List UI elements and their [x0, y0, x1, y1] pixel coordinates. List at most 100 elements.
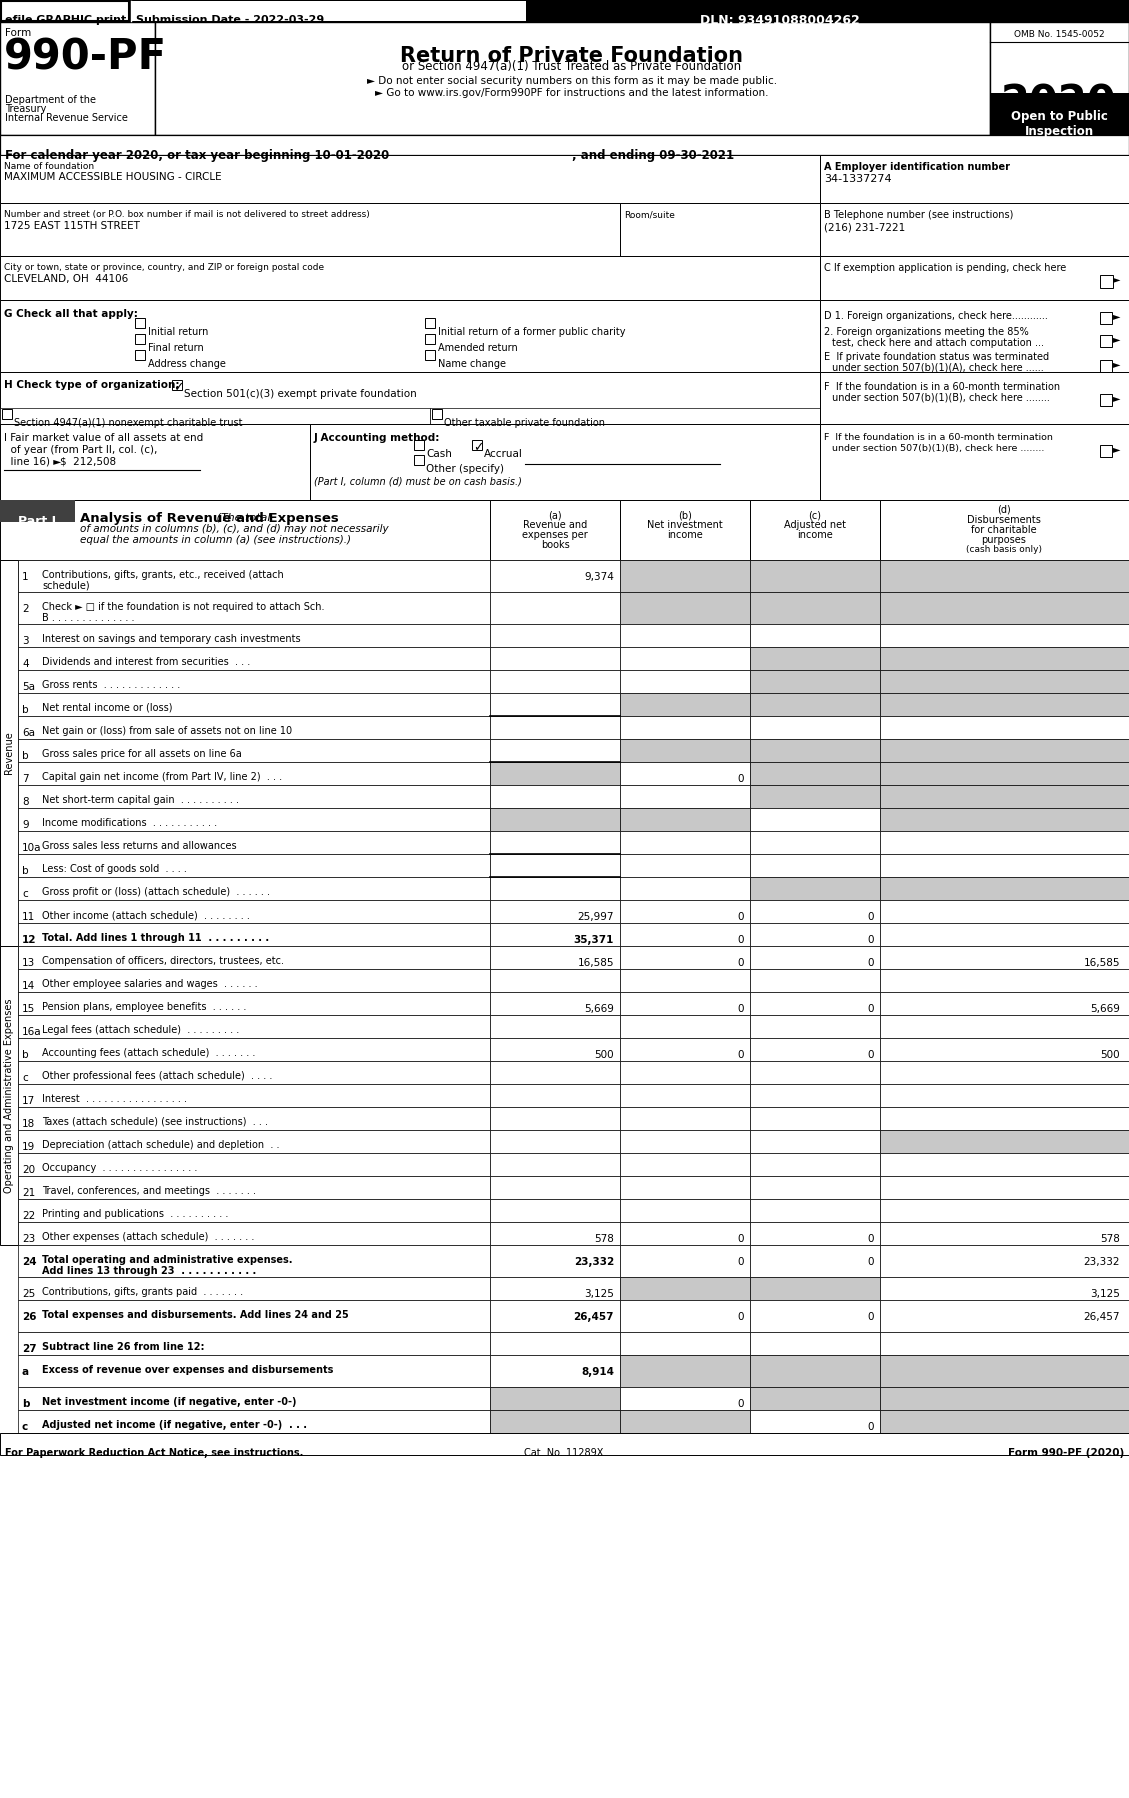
- Bar: [620, 877, 750, 901]
- Bar: [879, 671, 1129, 692]
- Bar: [620, 671, 750, 692]
- Text: ✓: ✓: [473, 441, 483, 455]
- Text: 8: 8: [21, 797, 28, 807]
- Bar: [750, 692, 879, 716]
- Text: 0: 0: [737, 1257, 744, 1268]
- Text: Net rental income or (loss): Net rental income or (loss): [42, 703, 173, 714]
- Text: Cat. No. 11289X: Cat. No. 11289X: [524, 1447, 604, 1458]
- Bar: [18, 592, 490, 624]
- Bar: [750, 1153, 879, 1176]
- Text: 0: 0: [867, 1003, 874, 1014]
- Bar: [620, 831, 750, 854]
- Bar: [990, 22, 1129, 135]
- Text: 0: 0: [867, 1257, 874, 1268]
- Bar: [620, 1199, 750, 1223]
- Bar: [490, 500, 620, 559]
- Text: 35,371: 35,371: [574, 935, 614, 946]
- Text: C If exemption application is pending, check here: C If exemption application is pending, c…: [824, 263, 1066, 273]
- Text: Part I: Part I: [18, 514, 56, 529]
- Bar: [879, 500, 1129, 559]
- Bar: [18, 1176, 490, 1199]
- Bar: [750, 1332, 879, 1356]
- Bar: [18, 1244, 490, 1277]
- Text: 34-1337274: 34-1337274: [824, 174, 892, 183]
- Text: 23,332: 23,332: [1084, 1257, 1120, 1268]
- Text: A Employer identification number: A Employer identification number: [824, 162, 1010, 173]
- Bar: [879, 831, 1129, 854]
- Text: 0: 0: [867, 958, 874, 967]
- Bar: [18, 624, 490, 647]
- Bar: [18, 901, 490, 922]
- Text: Subtract line 26 from line 12:: Subtract line 26 from line 12:: [42, 1341, 204, 1352]
- Text: MAXIMUM ACCESSIBLE HOUSING - CIRCLE: MAXIMUM ACCESSIBLE HOUSING - CIRCLE: [5, 173, 221, 182]
- Text: 23,332: 23,332: [574, 1257, 614, 1268]
- Text: (b): (b): [679, 511, 692, 520]
- Text: J Accounting method:: J Accounting method:: [314, 433, 440, 442]
- Bar: [620, 1129, 750, 1153]
- Text: 5,669: 5,669: [584, 1003, 614, 1014]
- Bar: [750, 1037, 879, 1061]
- Text: Number and street (or P.O. box number if mail is not delivered to street address: Number and street (or P.O. box number if…: [5, 210, 370, 219]
- Bar: [490, 831, 620, 854]
- Bar: [879, 1016, 1129, 1037]
- Bar: [490, 762, 620, 786]
- Bar: [620, 1356, 750, 1386]
- Bar: [750, 807, 879, 831]
- Text: Adjusted net income (if negative, enter -0-)  . . .: Adjusted net income (if negative, enter …: [42, 1420, 307, 1429]
- Bar: [490, 1199, 620, 1223]
- Text: expenses per: expenses per: [522, 530, 588, 539]
- Text: Treasury: Treasury: [5, 104, 46, 113]
- Bar: [131, 2, 526, 22]
- Bar: [490, 1084, 620, 1108]
- Bar: [879, 946, 1129, 969]
- Text: ► Go to www.irs.gov/Form990PF for instructions and the latest information.: ► Go to www.irs.gov/Form990PF for instru…: [375, 88, 769, 99]
- Text: 0: 0: [867, 1422, 874, 1431]
- Text: under section 507(b)(1)(B), check here ........: under section 507(b)(1)(B), check here .…: [832, 394, 1050, 403]
- Bar: [490, 807, 620, 831]
- Bar: [18, 671, 490, 692]
- Bar: [750, 1176, 879, 1199]
- Bar: [172, 379, 182, 390]
- Text: Name of foundation: Name of foundation: [5, 162, 94, 171]
- Text: Add lines 13 through 23  . . . . . . . . . . .: Add lines 13 through 23 . . . . . . . . …: [42, 1266, 256, 1277]
- Text: 8,914: 8,914: [581, 1366, 614, 1377]
- Bar: [0, 22, 155, 135]
- Bar: [18, 692, 490, 716]
- Bar: [620, 854, 750, 877]
- Bar: [490, 1129, 620, 1153]
- Bar: [18, 1300, 490, 1332]
- Bar: [750, 1356, 879, 1386]
- Text: (c): (c): [808, 511, 822, 520]
- Bar: [879, 1084, 1129, 1108]
- Bar: [18, 877, 490, 901]
- Text: Net investment income (if negative, enter -0-): Net investment income (if negative, ente…: [42, 1397, 297, 1408]
- Text: c: c: [21, 888, 28, 899]
- Text: ►: ►: [1113, 444, 1120, 455]
- Text: Adjusted net: Adjusted net: [784, 520, 846, 530]
- Bar: [0, 424, 310, 500]
- Bar: [879, 969, 1129, 992]
- Bar: [490, 1176, 620, 1199]
- Bar: [750, 901, 879, 922]
- Bar: [879, 647, 1129, 671]
- Bar: [620, 1016, 750, 1037]
- Bar: [750, 1277, 879, 1300]
- Bar: [18, 716, 490, 739]
- Bar: [18, 1223, 490, 1244]
- Bar: [879, 901, 1129, 922]
- Bar: [620, 1300, 750, 1332]
- Text: 3,125: 3,125: [584, 1289, 614, 1298]
- Text: 4: 4: [21, 660, 28, 669]
- Text: Initial return: Initial return: [148, 327, 209, 336]
- Text: 17: 17: [21, 1097, 35, 1106]
- Bar: [820, 300, 1129, 372]
- Bar: [750, 592, 879, 624]
- Bar: [490, 854, 620, 877]
- Text: (a): (a): [549, 511, 562, 520]
- Text: 20: 20: [21, 1165, 35, 1176]
- Bar: [620, 1223, 750, 1244]
- Text: Total expenses and disbursements. Add lines 24 and 25: Total expenses and disbursements. Add li…: [42, 1311, 349, 1320]
- Bar: [750, 739, 879, 762]
- Bar: [425, 351, 435, 360]
- Bar: [879, 786, 1129, 807]
